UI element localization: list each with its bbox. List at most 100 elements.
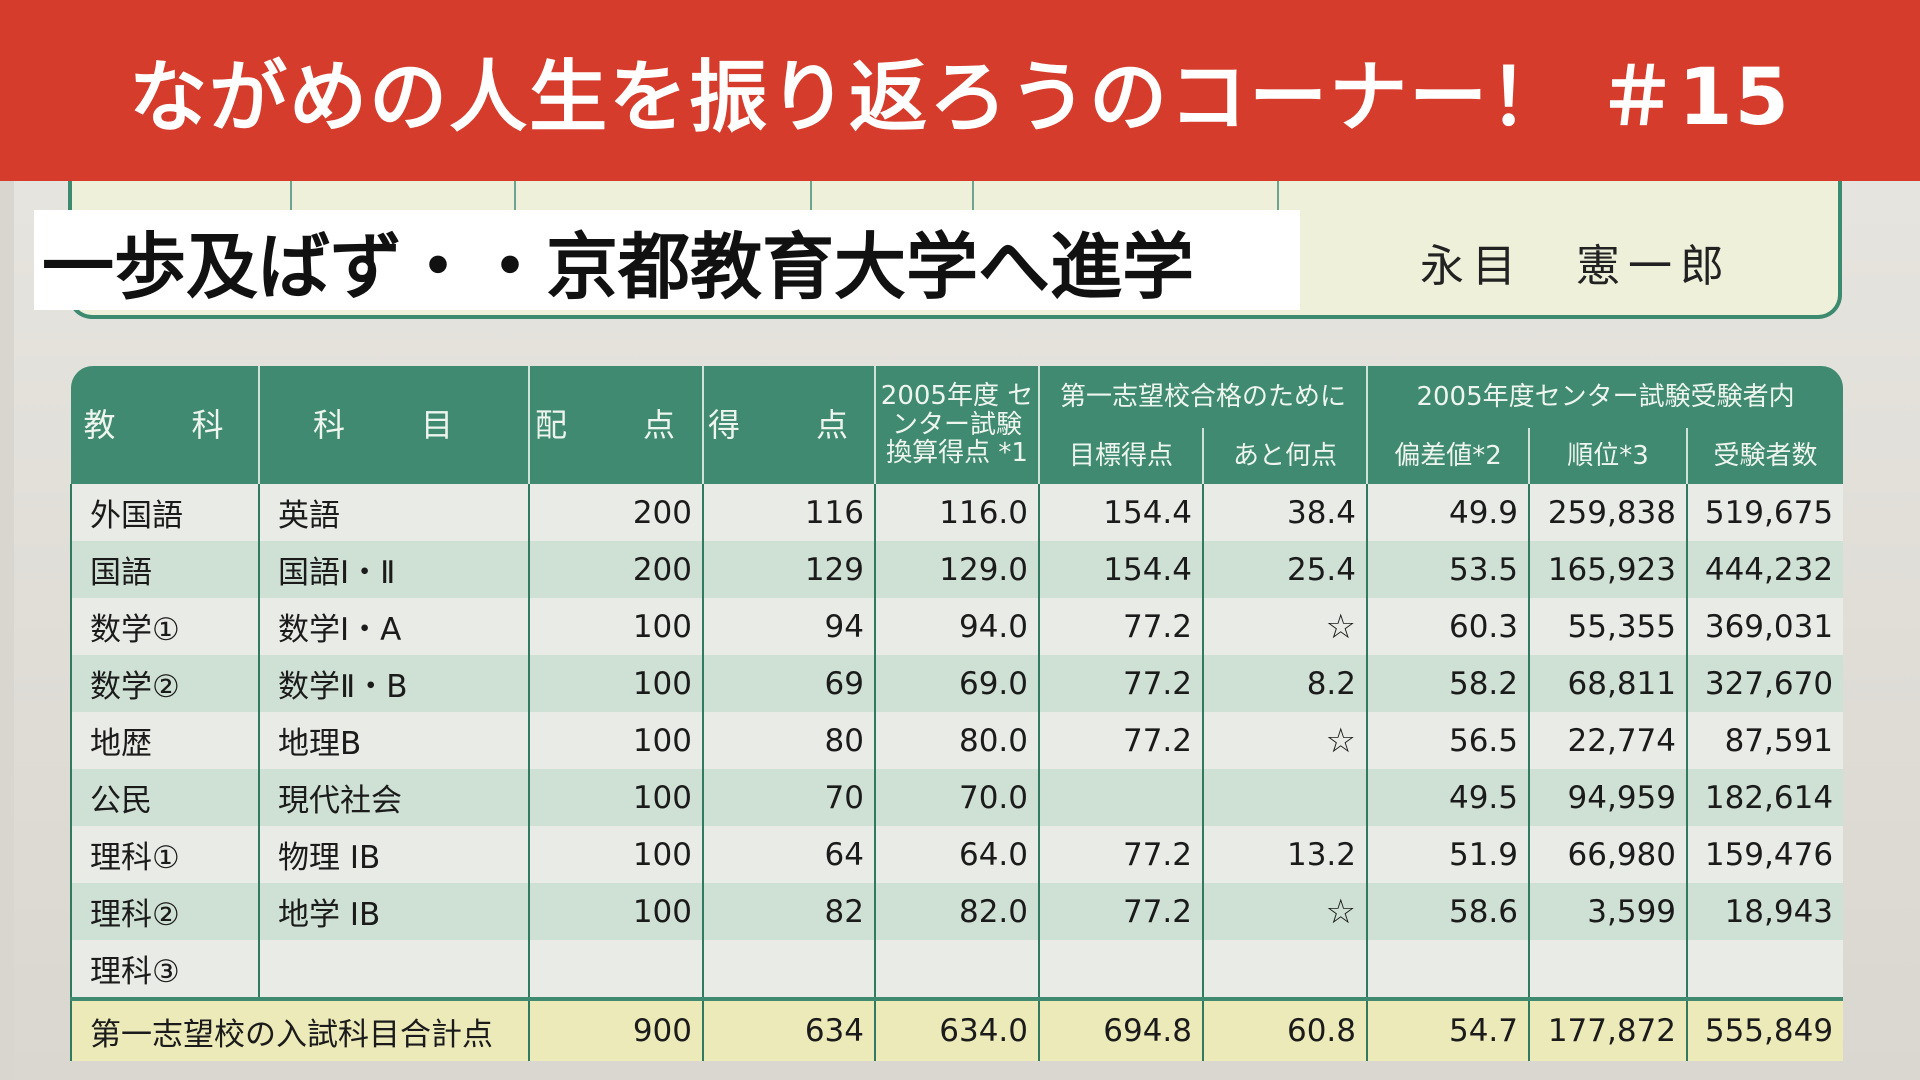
cell-kamoku: 地学 IB [258, 883, 529, 940]
header-kansan: 2005年度 センター試験 換算得点 *1 [874, 366, 1039, 484]
cell-tokuten: 70 [702, 769, 875, 826]
cell-jukensha: 519,675 [1686, 484, 1844, 541]
cell-kamoku [258, 940, 529, 999]
cell-juni: 259,838 [1528, 484, 1688, 541]
cell-kansan: 70.0 [874, 769, 1039, 826]
cell-kyouka: 数学② [70, 655, 259, 712]
cell-kansan: 64.0 [874, 826, 1039, 883]
cell-haiten: 100 [528, 769, 703, 826]
cell-kyouka: 国語 [70, 541, 259, 598]
cell-kyouka: 公民 [70, 769, 259, 826]
cell-juni: 66,980 [1528, 826, 1688, 883]
cell-tokuten: 116 [702, 484, 875, 541]
header-juni: 順位*3 [1528, 428, 1688, 484]
header-jukensha: 受験者数 [1686, 428, 1844, 484]
table-row: 国語 国語Ⅰ・Ⅱ 200 129 129.0 154.4 25.4 53.5 165,923 44… [70, 541, 1844, 598]
caption-overlay: 一歩及ばず・・京都教育大学へ進学 [34, 210, 1300, 310]
table-row: 理科③ [70, 940, 1844, 999]
cell-tokuten: 94 [702, 598, 875, 655]
header-atonanten: あと何点 [1201, 428, 1368, 484]
cell-kyouka: 理科③ [70, 940, 259, 999]
cell-hensa: 58.6 [1366, 883, 1530, 940]
cell-tokuten: 129 [702, 541, 875, 598]
cell-haiten: 200 [528, 541, 703, 598]
banner-title: ながめの人生を振り返ろうのコーナー！ ＃15 [129, 52, 1791, 143]
cell-mokuhyou: 77.2 [1038, 598, 1203, 655]
cell-mokuhyou: 154.4 [1038, 541, 1203, 598]
cell-tokuten: 69 [702, 655, 875, 712]
cell-tokuten: 64 [702, 826, 875, 883]
total-tokuten: 634 [702, 997, 875, 1061]
header-haiten: 配 点 [528, 366, 703, 484]
cell-tokuten: 82 [702, 883, 875, 940]
table-row: 数学① 数学Ⅰ・A 100 94 94.0 77.2 ☆ 60.3 55,355 369,031 [70, 598, 1844, 655]
total-jukensha: 555,849 [1686, 997, 1844, 1061]
cell-mokuhyou [1038, 769, 1203, 826]
cell-ato: 8.2 [1201, 655, 1368, 712]
cell-kamoku: 数学Ⅱ・B [258, 655, 529, 712]
cell-kamoku: 英語 [258, 484, 529, 541]
cell-kyouka: 地歴 [70, 712, 259, 769]
cell-tokuten: 80 [702, 712, 875, 769]
cell-mokuhyou: 77.2 [1038, 712, 1203, 769]
cell-haiten: 100 [528, 655, 703, 712]
table-row: 理科② 地学 IB 100 82 82.0 77.2 ☆ 58.6 3,599 18,943 [70, 883, 1844, 940]
cell-kamoku: 現代社会 [258, 769, 529, 826]
cell-kansan: 116.0 [874, 484, 1039, 541]
cell-ato: 13.2 [1201, 826, 1368, 883]
cell-hensa: 53.5 [1366, 541, 1530, 598]
table-row: 地歴 地理B 100 80 80.0 77.2 ☆ 56.5 22,774 87,591 [70, 712, 1844, 769]
header-center-group: 2005年度センター試験受験者内 [1366, 366, 1844, 428]
cell-jukensha: 87,591 [1686, 712, 1844, 769]
cell-kansan: 69.0 [874, 655, 1039, 712]
caption-text: 一歩及ばず・・京都教育大学へ進学 [42, 224, 1195, 309]
cell-hensa: 58.2 [1366, 655, 1530, 712]
cell-haiten: 100 [528, 712, 703, 769]
cell-ato [1201, 769, 1368, 826]
cell-hensa: 56.5 [1366, 712, 1530, 769]
cell-juni [1528, 940, 1688, 999]
cell-kansan: 80.0 [874, 712, 1039, 769]
cell-kamoku: 物理 IB [258, 826, 529, 883]
cell-jukensha [1686, 940, 1844, 999]
cell-kansan [874, 940, 1039, 999]
cell-mokuhyou: 77.2 [1038, 655, 1203, 712]
table-row: 理科① 物理 IB 100 64 64.0 77.2 13.2 51.9 66,980 159,4… [70, 826, 1844, 883]
cell-kamoku: 数学Ⅰ・A [258, 598, 529, 655]
cell-tokuten [702, 940, 875, 999]
cell-juni: 22,774 [1528, 712, 1688, 769]
cell-mokuhyou: 77.2 [1038, 883, 1203, 940]
header-tokuten: 得 点 [702, 366, 875, 484]
cell-ato: 38.4 [1201, 484, 1368, 541]
cell-ato: 25.4 [1201, 541, 1368, 598]
cell-ato: ☆ [1201, 883, 1368, 940]
cell-kansan: 129.0 [874, 541, 1039, 598]
cell-haiten: 100 [528, 826, 703, 883]
table-row: 外国語 英語 200 116 116.0 154.4 38.4 49.9 259,838 519,… [70, 484, 1844, 541]
cell-haiten [528, 940, 703, 999]
cell-juni: 68,811 [1528, 655, 1688, 712]
total-label: 第一志望校の入試科目合計点 [70, 997, 529, 1061]
student-name: 永目 憲一郎 [1420, 241, 1732, 292]
cell-hensa: 49.9 [1366, 484, 1530, 541]
cell-mokuhyou [1038, 940, 1203, 999]
header-hensachi: 偏差値*2 [1366, 428, 1530, 484]
cell-ato [1201, 940, 1368, 999]
header-kyouka: 教 科 [71, 366, 259, 484]
cell-kyouka: 外国語 [70, 484, 259, 541]
cell-ato: ☆ [1201, 598, 1368, 655]
header-mokuhyou: 目標得点 [1038, 428, 1203, 484]
total-row: 第一志望校の入試科目合計点 900 634 634.0 694.8 60.8 5… [70, 997, 1844, 1061]
cell-juni: 55,355 [1528, 598, 1688, 655]
cell-haiten: 100 [528, 598, 703, 655]
total-kansan: 634.0 [874, 997, 1039, 1061]
total-ato: 60.8 [1201, 997, 1368, 1061]
cell-kansan: 82.0 [874, 883, 1039, 940]
cell-hensa: 60.3 [1366, 598, 1530, 655]
score-table: 教 科 科 目 配 点 得 点 2005年度 センター試験 換算得点 *1 第一… [70, 366, 1844, 1061]
header-kamoku: 科 目 [258, 366, 529, 484]
header-goal-group: 第一志望校合格のために [1037, 366, 1368, 428]
cell-jukensha: 444,232 [1686, 541, 1844, 598]
cell-hensa: 51.9 [1366, 826, 1530, 883]
cell-juni: 165,923 [1528, 541, 1688, 598]
